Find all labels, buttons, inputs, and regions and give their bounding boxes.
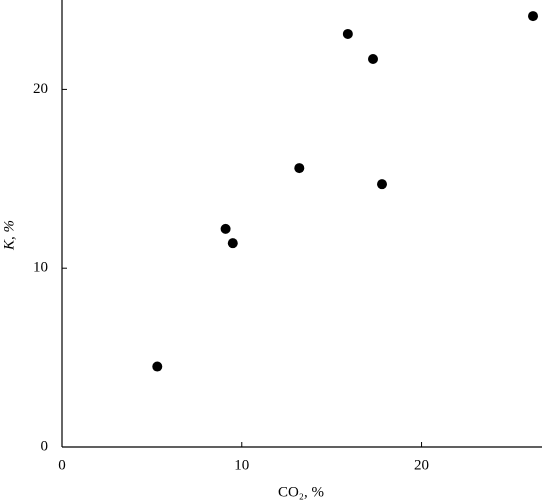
point: [220, 223, 231, 234]
point: [528, 11, 539, 22]
point: [294, 163, 305, 174]
x-axis-label: CO₂, %: [278, 484, 324, 500]
y-tick-label: 10: [33, 260, 48, 276]
y-tick-label: 20: [33, 81, 48, 97]
point: [368, 54, 379, 65]
point: [227, 238, 238, 249]
point: [377, 179, 387, 190]
point: [152, 361, 163, 372]
point: [342, 28, 353, 39]
x-tick-label: 0: [58, 457, 66, 473]
y-axis-label: K, %: [1, 220, 17, 251]
x-tick-label: 20: [414, 457, 429, 473]
y-tick-label: 0: [41, 438, 49, 454]
x-tick-label: 10: [234, 457, 249, 473]
